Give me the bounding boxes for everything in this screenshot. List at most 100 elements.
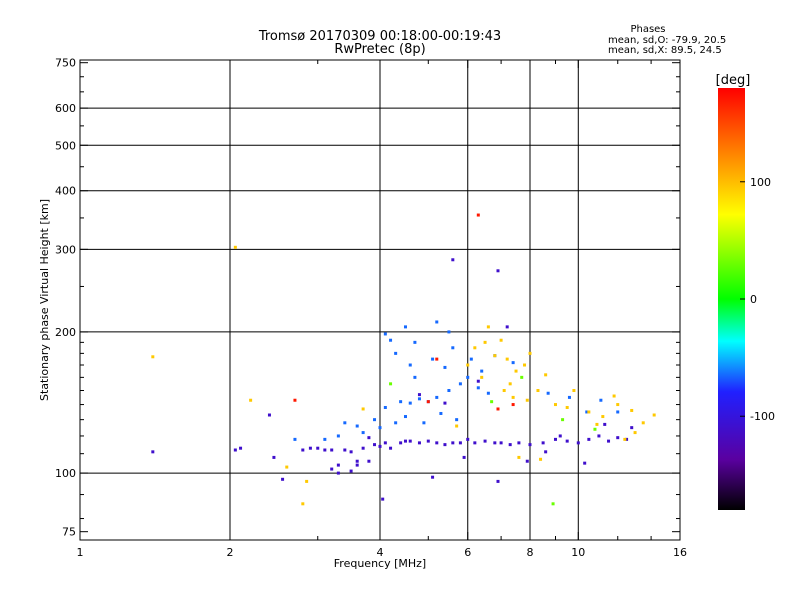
data-point xyxy=(520,375,524,379)
data-point xyxy=(612,394,616,398)
data-point xyxy=(587,410,591,414)
data-point xyxy=(435,395,439,399)
data-point xyxy=(496,479,500,483)
data-point xyxy=(349,469,353,473)
data-point xyxy=(267,413,271,417)
data-point xyxy=(496,269,500,273)
data-point xyxy=(389,446,393,450)
data-point xyxy=(383,332,387,336)
data-point xyxy=(558,434,562,438)
data-point xyxy=(323,437,327,441)
data-point xyxy=(630,408,634,412)
data-point xyxy=(349,450,353,454)
data-point xyxy=(508,443,512,447)
colorbar-label: [deg] xyxy=(716,73,751,88)
data-point xyxy=(593,427,597,431)
data-point xyxy=(281,477,285,481)
data-point xyxy=(151,450,155,454)
x-tick-label: 2 xyxy=(227,546,234,559)
data-point xyxy=(517,441,521,445)
data-point xyxy=(652,413,656,417)
data-point xyxy=(462,455,466,459)
data-point xyxy=(585,410,589,414)
data-point xyxy=(572,389,576,393)
data-point xyxy=(483,439,487,443)
data-point xyxy=(233,245,237,249)
data-point xyxy=(301,448,305,452)
colorbar-tick-label: 0 xyxy=(750,293,757,306)
chart-title: Tromsø 20170309 00:18:00-00:19:43 xyxy=(258,29,501,44)
data-point xyxy=(389,338,393,342)
y-tick-label: 75 xyxy=(62,526,76,539)
data-point xyxy=(493,441,497,445)
data-point xyxy=(394,351,398,355)
y-tick-label: 600 xyxy=(55,102,76,115)
y-tick-label: 300 xyxy=(55,243,76,256)
data-point xyxy=(367,459,371,463)
data-points xyxy=(151,213,656,506)
data-point xyxy=(272,455,276,459)
data-point xyxy=(480,375,484,379)
data-point xyxy=(403,325,407,329)
data-point xyxy=(466,375,470,379)
phases-o-stats: mean, sd,O: -79.9, 20.5 xyxy=(608,35,726,46)
data-point xyxy=(486,391,490,395)
y-tick-label: 200 xyxy=(55,326,76,339)
data-point xyxy=(249,398,253,402)
data-point xyxy=(630,426,634,430)
y-tick-label: 500 xyxy=(55,139,76,152)
data-point xyxy=(408,439,412,443)
data-point xyxy=(476,386,480,390)
data-point xyxy=(151,355,155,359)
data-point xyxy=(336,471,340,475)
data-point xyxy=(389,382,393,386)
data-point xyxy=(361,446,365,450)
data-point xyxy=(378,444,382,448)
data-point xyxy=(355,424,359,428)
data-point xyxy=(476,379,480,383)
data-point xyxy=(408,363,412,367)
data-point xyxy=(505,357,509,361)
data-point xyxy=(469,357,473,361)
data-point xyxy=(373,443,377,447)
data-point xyxy=(565,439,569,443)
data-point xyxy=(403,415,407,419)
data-point xyxy=(413,340,417,344)
data-point xyxy=(607,439,611,443)
data-point xyxy=(399,400,403,404)
data-point xyxy=(447,389,451,393)
data-point xyxy=(536,389,540,393)
x-axis-label: Frequency [MHz] xyxy=(334,557,426,570)
data-point xyxy=(394,421,398,425)
data-point xyxy=(546,391,550,395)
data-point xyxy=(330,467,334,471)
data-point xyxy=(597,434,601,438)
data-point xyxy=(458,441,462,445)
data-point xyxy=(417,397,421,401)
data-point xyxy=(576,441,580,445)
y-axis-label: Stationary phase Virtual Height [km] xyxy=(38,199,51,401)
data-point xyxy=(443,365,447,369)
data-point xyxy=(517,455,521,459)
data-point xyxy=(367,436,371,440)
data-point xyxy=(336,434,340,438)
colorbar-ticks: 100 0 -100 xyxy=(740,176,775,423)
data-point xyxy=(323,448,327,452)
x-tick-label: 1 xyxy=(77,546,84,559)
y-tick-label: 750 xyxy=(55,57,76,70)
data-point xyxy=(458,382,462,386)
plot-frame xyxy=(79,59,681,541)
x-tick-label: 8 xyxy=(527,546,534,559)
data-point xyxy=(511,395,515,399)
data-point xyxy=(514,369,518,373)
data-point xyxy=(233,448,237,452)
data-point xyxy=(583,461,587,465)
chart-subtitle: RwPretec (8p) xyxy=(334,42,425,57)
x-tick-label: 10 xyxy=(571,546,585,559)
data-point xyxy=(502,389,506,393)
data-point xyxy=(455,424,459,428)
data-point xyxy=(544,450,548,454)
data-point xyxy=(378,426,382,430)
data-point xyxy=(595,422,599,426)
data-point xyxy=(483,340,487,344)
